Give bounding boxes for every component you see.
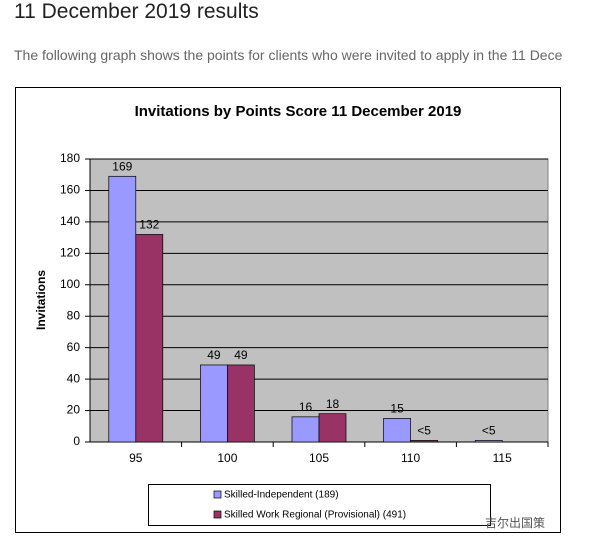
bar [410, 440, 438, 443]
x-tick-label: 105 [309, 451, 329, 465]
bar [227, 364, 255, 443]
y-tick-label: 0 [73, 434, 80, 448]
data-label: 49 [234, 348, 248, 362]
watermark: 吉尔出国策 [485, 515, 545, 530]
legend-label: Skilled-Independent (189) [224, 490, 339, 501]
y-tick-label: 180 [60, 151, 80, 165]
data-label: 15 [390, 402, 404, 416]
page-title: 11 December 2019 results [14, 0, 259, 23]
bar [135, 234, 164, 443]
chart-title: Invitations by Points Score 11 December … [135, 103, 462, 120]
bar [383, 418, 411, 443]
y-tick-label: 100 [60, 277, 80, 291]
legend-label: Skilled Work Regional (Provisional) (491… [224, 510, 406, 521]
data-label: 18 [326, 397, 340, 411]
legend-box [148, 484, 491, 526]
bar [318, 413, 347, 443]
x-tick-label: 110 [401, 451, 420, 465]
intro-text: The following graph shows the points for… [14, 47, 563, 63]
data-label: 132 [139, 218, 159, 232]
x-tick-label: 95 [129, 451, 143, 465]
y-tick-label: 120 [60, 246, 80, 260]
data-label: <5 [482, 424, 496, 438]
bar [108, 175, 137, 443]
y-tick-label: 20 [67, 403, 81, 417]
y-tick-label: 40 [67, 371, 81, 385]
data-label: 169 [112, 159, 132, 173]
data-label: <5 [417, 424, 431, 438]
bar [474, 440, 503, 443]
data-label: 16 [299, 400, 313, 414]
data-label: 49 [207, 348, 221, 362]
y-axis-label: Invitations [34, 270, 48, 330]
legend-swatch [213, 510, 222, 519]
plot-area [89, 158, 549, 443]
legend-swatch [213, 490, 222, 499]
x-tick-label: 100 [217, 451, 237, 465]
y-tick-label: 160 [60, 183, 80, 197]
y-tick-label: 80 [67, 308, 81, 322]
y-tick-label: 140 [60, 214, 80, 228]
y-tick-label: 60 [67, 340, 81, 354]
bar [291, 416, 320, 443]
x-tick-label: 115 [493, 451, 512, 465]
bar [200, 364, 228, 443]
